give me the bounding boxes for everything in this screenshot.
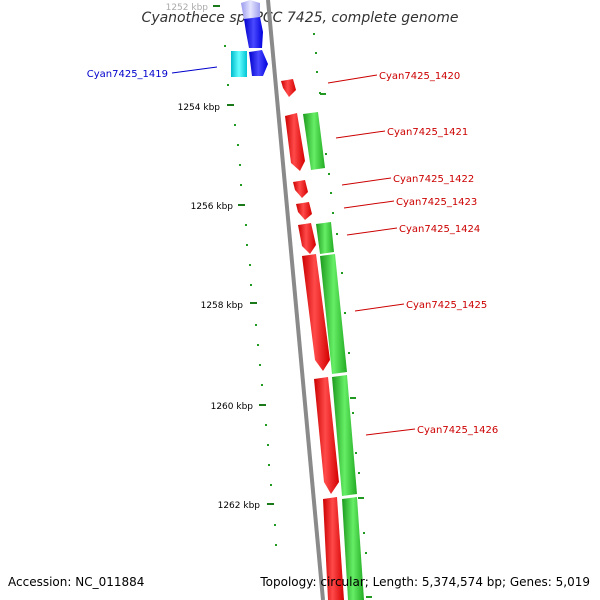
kbp-tick-marks — [213, 5, 274, 505]
gene-label-1423[interactable]: Cyan7425_1423 — [396, 197, 477, 208]
tick-label: 1260 kbp — [211, 402, 254, 412]
genome-info-label: Topology: circular; Length: 5,374,574 bp… — [260, 575, 590, 589]
gene-label-1420[interactable]: Cyan7425_1420 — [379, 71, 460, 82]
gene-label-1425[interactable]: Cyan7425_1425 — [406, 300, 487, 311]
gene-arrow-1419[interactable] — [244, 17, 263, 48]
feature-bar-1426[interactable] — [332, 375, 357, 496]
gene-arrow-1426[interactable] — [314, 377, 339, 494]
gene-label-1421[interactable]: Cyan7425_1421 — [387, 127, 468, 138]
backbone-line — [266, 0, 325, 600]
gene-arrow-1422[interactable] — [293, 180, 308, 198]
tick-label: 1256 kbp — [191, 202, 234, 212]
outer-tick-marks — [320, 93, 372, 598]
inner-dotted-ring — [224, 45, 277, 546]
feature-bar-1424[interactable] — [316, 222, 334, 254]
tick-label: 1262 kbp — [218, 501, 261, 511]
feature-bars — [303, 112, 364, 600]
feature-box-1419[interactable] — [231, 51, 247, 77]
tick-label: 1252 kbp — [166, 3, 209, 13]
accession-label: Accession: NC_011884 — [8, 575, 145, 589]
gene-arrow-1419b[interactable] — [249, 50, 268, 76]
gene-label-1419[interactable]: Cyan7425_1419 — [87, 69, 168, 80]
feature-bar-1425[interactable] — [320, 254, 347, 374]
gene-arrow-1423[interactable] — [296, 202, 312, 220]
gene-arrow-1427[interactable] — [323, 497, 344, 600]
gene-label-1422[interactable]: Cyan7425_1422 — [393, 174, 474, 185]
feature-bar-1427[interactable] — [342, 497, 364, 600]
gene-arrow-light[interactable] — [241, 0, 260, 20]
feature-bar-1421[interactable] — [303, 112, 325, 170]
tick-label: 1254 kbp — [178, 103, 221, 113]
gene-label-1426[interactable]: Cyan7425_1426 — [417, 425, 498, 436]
gene-arrow-1424[interactable] — [298, 223, 316, 254]
forward-strand-genes — [231, 0, 268, 77]
leader-lines — [171, 66, 416, 436]
gene-arrow-1420[interactable] — [281, 79, 296, 97]
gene-arrow-1421[interactable] — [285, 113, 305, 171]
gene-label-1424[interactable]: Cyan7425_1424 — [399, 224, 480, 235]
gene-arrow-1425[interactable] — [302, 254, 330, 371]
map-title: Cyanothece sp. PCC 7425, complete genome — [141, 10, 459, 26]
tick-label: 1258 kbp — [201, 301, 244, 311]
reverse-strand-genes — [281, 79, 344, 600]
